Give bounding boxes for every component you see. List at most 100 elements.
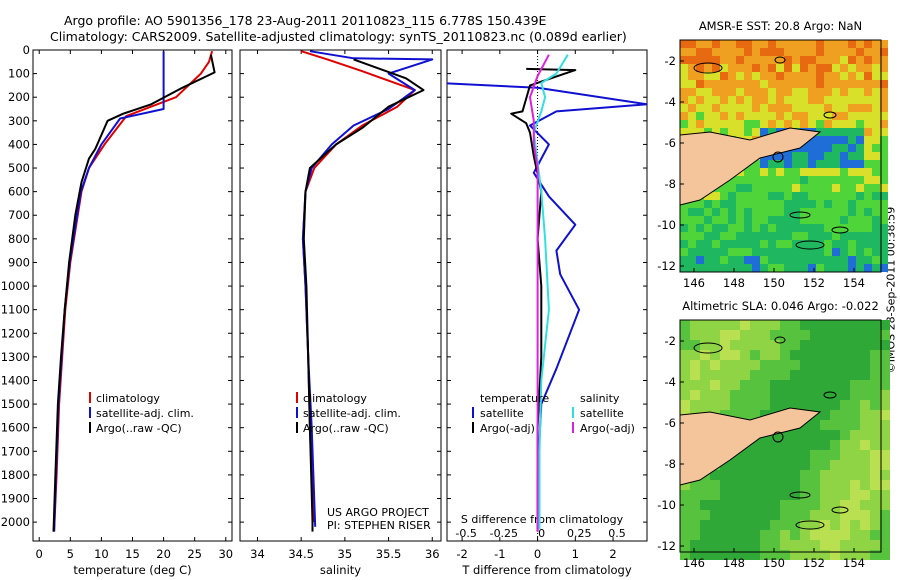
- map-grid-cell: [728, 256, 736, 264]
- map-grid-cell: [760, 380, 770, 390]
- map-grid-cell: [824, 168, 832, 176]
- map-grid-cell: [816, 184, 824, 192]
- map-grid-cell: [808, 48, 816, 56]
- map-grid-cell: [784, 160, 792, 168]
- map-grid-cell: [880, 400, 890, 410]
- map-grid-cell: [784, 104, 792, 112]
- map-grid-cell: [700, 490, 710, 500]
- map-grid-cell: [800, 390, 810, 400]
- map-grid-cell: [880, 410, 890, 420]
- map-grid-cell: [800, 256, 808, 264]
- map-grid-cell: [872, 72, 880, 80]
- map-grid-cell: [872, 168, 880, 176]
- map-grid-cell: [880, 520, 890, 530]
- map-grid-cell: [770, 480, 780, 490]
- map-grid-cell: [776, 176, 784, 184]
- map-grid-cell: [768, 88, 776, 96]
- map-grid-cell: [824, 248, 832, 256]
- map-grid-cell: [784, 112, 792, 120]
- map-grid-cell: [696, 88, 704, 96]
- map-grid-cell: [880, 480, 890, 490]
- map-grid-cell: [832, 248, 840, 256]
- map-x-tick-label: 154: [843, 556, 865, 570]
- map-grid-cell: [860, 440, 870, 450]
- map-grid-cell: [848, 64, 856, 72]
- map-grid-cell: [740, 470, 750, 480]
- map-grid-cell: [856, 120, 864, 128]
- map-grid-cell: [856, 80, 864, 88]
- x-tick-label: 0: [534, 547, 541, 561]
- map-grid-cell: [790, 400, 800, 410]
- map-grid-cell: [776, 88, 784, 96]
- map-grid-cell: [776, 256, 784, 264]
- map-grid-cell: [856, 96, 864, 104]
- map-grid-cell: [816, 160, 824, 168]
- map-grid-cell: [880, 530, 890, 540]
- map-grid-cell: [760, 510, 770, 520]
- island-outline: [823, 111, 837, 119]
- map-grid-cell: [744, 232, 752, 240]
- map-grid-cell: [680, 40, 688, 48]
- map-grid-cell: [768, 192, 776, 200]
- map-grid-cell: [790, 320, 800, 330]
- map-grid-cell: [816, 96, 824, 104]
- map-grid-cell: [880, 88, 888, 96]
- x-tick-label: -2: [456, 547, 467, 561]
- map-grid-cell: [744, 64, 752, 72]
- map-grid-cell: [720, 256, 728, 264]
- map-grid-cell: [690, 380, 700, 390]
- map-grid-cell: [730, 340, 740, 350]
- map-grid-cell: [680, 240, 688, 248]
- map-grid-cell: [840, 370, 850, 380]
- map-grid-cell: [856, 264, 864, 272]
- map-grid-cell: [752, 184, 760, 192]
- map-grid-cell: [770, 390, 780, 400]
- map-title: Altimetric SLA: 0.046 Argo: -0.022: [682, 299, 879, 313]
- map-grid-cell: [808, 72, 816, 80]
- map-grid-cell: [880, 128, 888, 136]
- map-grid-cell: [850, 340, 860, 350]
- map-grid-cell: [870, 430, 880, 440]
- map-grid-cell: [690, 500, 700, 510]
- map-grid-cell: [856, 136, 864, 144]
- map-grid-cell: [704, 80, 712, 88]
- map-grid-cell: [688, 248, 696, 256]
- map-grid-cell: [688, 88, 696, 96]
- map-grid-cell: [832, 88, 840, 96]
- map-grid-cell: [768, 80, 776, 88]
- map-x-tick-label: 150: [763, 276, 785, 290]
- map-grid-cell: [770, 360, 780, 370]
- map-grid-cell: [750, 480, 760, 490]
- map-grid-cell: [816, 216, 824, 224]
- map-grid-cell: [710, 340, 720, 350]
- map-grid-cell: [810, 450, 820, 460]
- map-grid-cell: [880, 370, 890, 380]
- map-grid-cell: [860, 500, 870, 510]
- map-grid-cell: [850, 430, 860, 440]
- map-grid-cell: [736, 232, 744, 240]
- map-grid-cell: [740, 500, 750, 510]
- map-grid-cell: [808, 136, 816, 144]
- map-grid-cell: [696, 200, 704, 208]
- map-grid-cell: [736, 248, 744, 256]
- map-grid-cell: [752, 168, 760, 176]
- map-grid-cell: [872, 256, 880, 264]
- map-grid-cell: [760, 184, 768, 192]
- map-grid-cell: [800, 450, 810, 460]
- map-grid-cell: [776, 264, 784, 272]
- map-grid-cell: [696, 128, 704, 136]
- map-grid-cell: [816, 232, 824, 240]
- map-grid-cell: [840, 136, 848, 144]
- map-grid-cell: [792, 56, 800, 64]
- map-grid-cell: [810, 370, 820, 380]
- map-grid-cell: [712, 264, 720, 272]
- map-grid-cell: [752, 192, 760, 200]
- map-grid-cell: [736, 40, 744, 48]
- x-tick-label: 2: [609, 547, 616, 561]
- map-grid-cell: [800, 430, 810, 440]
- map-grid-cell: [830, 390, 840, 400]
- map-grid-cell: [824, 48, 832, 56]
- map-grid-cell: [870, 550, 880, 560]
- map-grid-cell: [792, 248, 800, 256]
- map-grid-cell: [736, 208, 744, 216]
